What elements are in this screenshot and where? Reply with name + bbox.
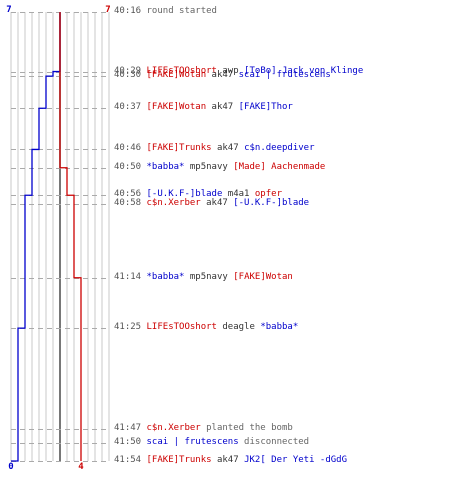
max-label-blue: 7 bbox=[6, 5, 11, 15]
event-text: deagle bbox=[216, 322, 261, 332]
event-row: 40:30 [FAKE]Wotan ak47 scai | frutescens bbox=[114, 70, 331, 81]
player-blue: JK2[ Der Yeti -dGdG bbox=[244, 455, 348, 465]
event-row: 40:37 [FAKE]Wotan ak47 [FAKE]Thor bbox=[114, 102, 293, 113]
event-time: 40:46 bbox=[114, 143, 147, 153]
player-blue: [-U.K.F-]blade bbox=[233, 198, 310, 208]
event-time: 41:25 bbox=[114, 322, 147, 332]
event-row: 40:50 *babba* mp5navy [Made] Aachenmade bbox=[114, 162, 325, 173]
event-row: 40:29 LIFEsTOOshort awp [ToBo] Jack von … bbox=[114, 66, 363, 77]
player-blue: c$n.deepdiver bbox=[244, 143, 315, 153]
player-blue: [ToBo] Jack von Klinge bbox=[244, 66, 364, 76]
series-line-red bbox=[59, 12, 82, 461]
event-time: 41:54 bbox=[114, 455, 147, 465]
event-text: mp5navy bbox=[184, 272, 234, 282]
event-text: disconnected bbox=[238, 437, 310, 447]
player-red: LIFEsTOOshort bbox=[146, 66, 217, 76]
player-red: [FAKE]Wotan bbox=[146, 102, 207, 112]
event-row: 40:16 round started bbox=[114, 6, 217, 17]
event-time: 40:37 bbox=[114, 102, 147, 112]
player-red: [FAKE]Trunks bbox=[146, 455, 212, 465]
event-time: 40:56 bbox=[114, 189, 147, 199]
event-time: 40:29 bbox=[114, 66, 147, 76]
event-row: 41:25 LIFEsTOOshort deagle *babba* bbox=[114, 322, 298, 333]
event-text: ak47 bbox=[211, 455, 245, 465]
event-row: 41:47 c$n.Xerber planted the bomb bbox=[114, 423, 293, 434]
event-row: 41:54 [FAKE]Trunks ak47 JK2[ Der Yeti -d… bbox=[114, 455, 347, 466]
player-red: [Made] Aachenmade bbox=[233, 162, 326, 172]
event-row: 41:50 scai | frutescens disconnected bbox=[114, 437, 309, 448]
player-blue: *babba* bbox=[146, 272, 185, 282]
event-row: 40:58 c$n.Xerber ak47 [-U.K.F-]blade bbox=[114, 198, 309, 209]
event-time: 41:14 bbox=[114, 272, 147, 282]
event-text: ak47 bbox=[211, 143, 245, 153]
event-text: m4a1 bbox=[222, 189, 255, 199]
end-label-red: 4 bbox=[78, 462, 84, 472]
event-row: 41:14 *babba* mp5navy [FAKE]Wotan bbox=[114, 272, 293, 283]
player-red: [FAKE]Wotan bbox=[146, 70, 207, 80]
event-time: 40:50 bbox=[114, 162, 147, 172]
player-red: [FAKE]Trunks bbox=[146, 143, 212, 153]
event-time: 41:50 bbox=[114, 437, 147, 447]
event-time: 40:58 bbox=[114, 198, 147, 208]
player-blue: [FAKE]Thor bbox=[238, 102, 293, 112]
event-text: ak47 bbox=[206, 102, 239, 112]
event-text: ak47 bbox=[206, 70, 239, 80]
event-time: 41:47 bbox=[114, 423, 147, 433]
player-blue: scai | frutescens bbox=[146, 437, 239, 447]
event-text: mp5navy bbox=[184, 162, 234, 172]
player-red: LIFEsTOOshort bbox=[146, 322, 217, 332]
event-row: 40:56 [-U.K.F-]blade m4a1 opfer bbox=[114, 189, 282, 200]
player-blue: [-U.K.F-]blade bbox=[146, 189, 223, 199]
player-blue: *babba* bbox=[146, 162, 185, 172]
max-label-red: 7 bbox=[105, 5, 110, 15]
player-red: c$n.Xerber bbox=[146, 198, 201, 208]
end-label-blue: 0 bbox=[8, 462, 13, 472]
player-blue: scai | frutescens bbox=[238, 70, 331, 80]
player-red: c$n.Xerber bbox=[146, 423, 201, 433]
series-line-blue bbox=[11, 12, 61, 462]
player-blue: *babba* bbox=[260, 322, 299, 332]
player-red: [FAKE]Wotan bbox=[233, 272, 293, 282]
event-text: planted the bomb bbox=[200, 423, 293, 433]
event-time: 40:16 bbox=[114, 6, 147, 16]
player-red: opfer bbox=[254, 189, 282, 199]
event-text: awp bbox=[216, 66, 245, 76]
event-time: 40:30 bbox=[114, 70, 147, 80]
event-text: ak47 bbox=[200, 198, 234, 208]
event-row: 40:46 [FAKE]Trunks ak47 c$n.deepdiver bbox=[114, 143, 315, 154]
event-text: round started bbox=[146, 6, 217, 16]
